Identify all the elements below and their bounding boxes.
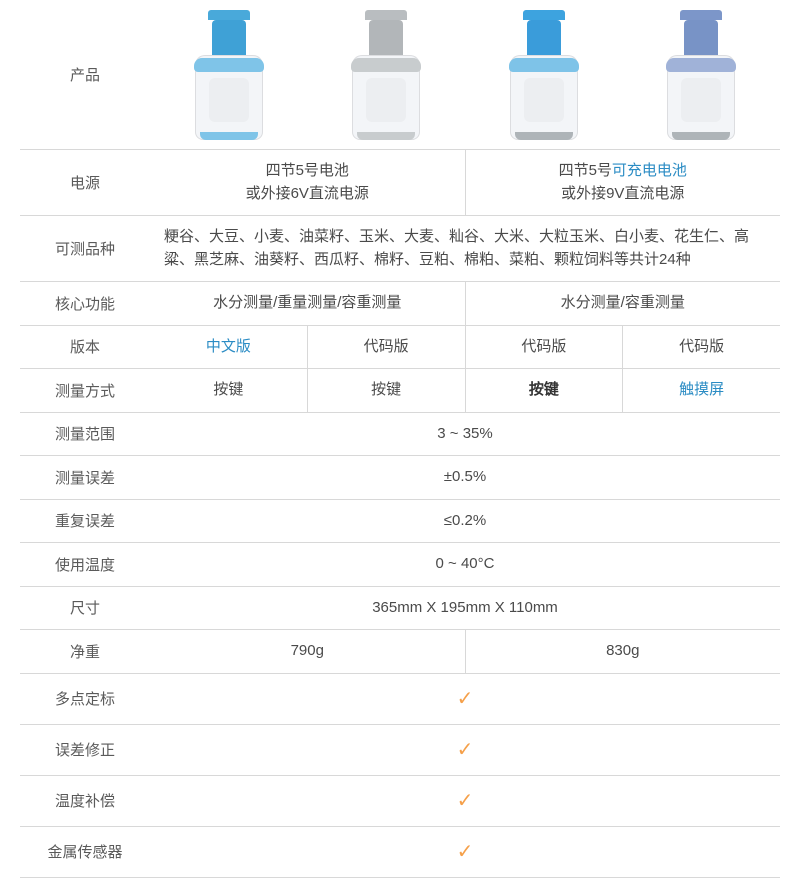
label-error: 测量误差: [20, 456, 150, 499]
label-correction: 误差修正: [20, 725, 150, 775]
correction-check-icon: ✓: [150, 725, 780, 775]
power-right: 四节5号可充电电池 或外接9V直流电源: [465, 150, 781, 215]
row-weight: 净重 790g 830g: [20, 630, 780, 674]
row-temp: 使用温度 0 ~ 40°C: [20, 543, 780, 587]
method-1: 按键: [150, 369, 307, 412]
label-product: 产品: [20, 0, 150, 149]
version-2: 代码版: [307, 326, 465, 369]
product-image-2: [308, 0, 466, 149]
core-right: 水分测量/容重测量: [465, 282, 781, 325]
power-left: 四节5号电池 或外接6V直流电源: [150, 150, 465, 215]
weight-right: 830g: [465, 630, 781, 673]
row-core: 核心功能 水分测量/重量测量/容重测量 水分测量/容重测量: [20, 282, 780, 326]
label-varieties: 可测品种: [20, 216, 150, 281]
version-3: 代码版: [465, 326, 623, 369]
label-temp: 使用温度: [20, 543, 150, 586]
sensor-check-icon: ✓: [150, 827, 780, 877]
product-image-3: [465, 0, 623, 149]
method-3: 按键: [465, 369, 623, 412]
row-correction: 误差修正 ✓: [20, 725, 780, 776]
row-power: 电源 四节5号电池 或外接6V直流电源 四节5号可充电电池 或外接9V直流电源: [20, 150, 780, 216]
tempcomp-check-icon: ✓: [150, 776, 780, 826]
row-multipoint: 多点定标 ✓: [20, 674, 780, 725]
row-size: 尺寸 365mm X 195mm X 110mm: [20, 587, 780, 631]
row-range: 测量范围 3 ~ 35%: [20, 413, 780, 457]
repeat-value: ≤0.2%: [150, 500, 780, 543]
multipoint-check-icon: ✓: [150, 674, 780, 724]
spec-table: 产品 电源 四节5号电池 或外接6V直流电源: [20, 0, 780, 878]
label-range: 测量范围: [20, 413, 150, 456]
label-size: 尺寸: [20, 587, 150, 630]
error-value: ±0.5%: [150, 456, 780, 499]
label-version: 版本: [20, 326, 150, 369]
row-varieties: 可测品种 粳谷、大豆、小麦、油菜籽、玉米、大麦、籼谷、大米、大粒玉米、白小麦、花…: [20, 216, 780, 282]
product-image-1: [150, 0, 308, 149]
row-error: 测量误差 ±0.5%: [20, 456, 780, 500]
method-4: 触摸屏: [622, 369, 780, 412]
version-4: 代码版: [622, 326, 780, 369]
row-repeat: 重复误差 ≤0.2%: [20, 500, 780, 544]
size-value: 365mm X 195mm X 110mm: [150, 587, 780, 630]
row-method: 测量方式 按键 按键 按键 触摸屏: [20, 369, 780, 413]
row-product: 产品: [20, 0, 780, 150]
label-core: 核心功能: [20, 282, 150, 325]
label-sensor: 金属传感器: [20, 827, 150, 877]
label-power: 电源: [20, 150, 150, 215]
row-tempcomp: 温度补偿 ✓: [20, 776, 780, 827]
label-multipoint: 多点定标: [20, 674, 150, 724]
label-tempcomp: 温度补偿: [20, 776, 150, 826]
row-sensor: 金属传感器 ✓: [20, 827, 780, 878]
label-repeat: 重复误差: [20, 500, 150, 543]
product-image-4: [623, 0, 781, 149]
method-2: 按键: [307, 369, 465, 412]
label-method: 测量方式: [20, 369, 150, 412]
version-1: 中文版: [150, 326, 307, 369]
label-weight: 净重: [20, 630, 150, 673]
varieties-text: 粳谷、大豆、小麦、油菜籽、玉米、大麦、籼谷、大米、大粒玉米、白小麦、花生仁、高粱…: [150, 216, 780, 281]
row-version: 版本 中文版 代码版 代码版 代码版: [20, 326, 780, 370]
weight-left: 790g: [150, 630, 465, 673]
core-left: 水分测量/重量测量/容重测量: [150, 282, 465, 325]
range-value: 3 ~ 35%: [150, 413, 780, 456]
temp-value: 0 ~ 40°C: [150, 543, 780, 586]
